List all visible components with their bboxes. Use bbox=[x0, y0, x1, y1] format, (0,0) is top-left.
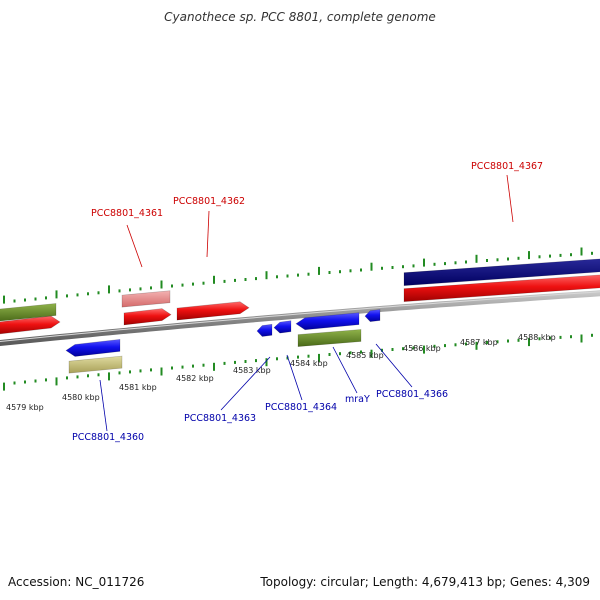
gene-pcc8801-4362 bbox=[176, 301, 250, 321]
gene-pcc8801-4366 bbox=[364, 309, 381, 322]
kbp-tick-label: 4586 kbp bbox=[403, 344, 441, 353]
kbp-tick-label: 4585 kbp bbox=[346, 351, 384, 360]
gene-label-g4363: PCC8801_4363 bbox=[184, 413, 256, 424]
gene-pcc8801-4361-rna bbox=[121, 290, 171, 308]
gene-pcc8801-4361 bbox=[123, 308, 172, 326]
gene-pcc8801-4367-navy bbox=[403, 258, 600, 286]
kbp-tick-label: 4581 kbp bbox=[119, 383, 157, 392]
backbone-highlight bbox=[0, 291, 600, 343]
lower-tick-row bbox=[3, 333, 593, 391]
gene-label-g4364: PCC8801_4364 bbox=[265, 402, 337, 413]
kbp-tick-label: 4579 kbp bbox=[6, 403, 44, 412]
gene-labels: 4579 kbp 4580 kbp 4581 kbp 4582 kbp 4583 kbp… bbox=[6, 161, 556, 443]
gene-label-leader bbox=[220, 356, 271, 411]
gene-label-g4361: PCC8801_4361 bbox=[91, 208, 163, 219]
kbp-tick-label: 4588 kbp bbox=[518, 333, 556, 342]
kbp-tick-label: 4582 kbp bbox=[176, 374, 214, 383]
genome-backbone bbox=[0, 290, 600, 347]
gene-label-leader bbox=[99, 379, 108, 432]
gene-label-leader bbox=[286, 354, 303, 401]
gene-label-g4366: PCC8801_4366 bbox=[376, 389, 448, 400]
gene-left-forward bbox=[0, 315, 61, 335]
gene-label-leader bbox=[332, 346, 358, 394]
topology-text: Topology: circular; Length: 4,679,413 bp… bbox=[260, 575, 590, 589]
gene-left-olive bbox=[0, 303, 57, 322]
kbp-tick-label: 4584 kbp bbox=[290, 359, 328, 368]
map-title: Cyanothece sp. PCC 8801, complete genome bbox=[164, 10, 436, 24]
gene-pcc8801-4360 bbox=[65, 338, 121, 357]
accession-text: Accession: NC_011726 bbox=[8, 575, 145, 589]
gene-label-g4367: PCC8801_4367 bbox=[471, 161, 543, 172]
gene-label-leader bbox=[506, 174, 514, 223]
upper-tick-row bbox=[3, 247, 593, 304]
gene-pcc8801-4363 bbox=[256, 323, 273, 337]
gene-label-leader bbox=[206, 210, 210, 258]
gene-pcc8801-4364 bbox=[273, 320, 292, 334]
gene-mray bbox=[295, 312, 360, 331]
gene-label-mray: mraY bbox=[345, 394, 370, 405]
kbp-tick-label: 4583 kbp bbox=[233, 366, 271, 375]
gene-label-g4362: PCC8801_4362 bbox=[173, 196, 245, 207]
kbp-tick-label: 4580 kbp bbox=[62, 393, 100, 402]
kbp-tick-label: 4587 kbp bbox=[460, 338, 498, 347]
gene-pcc8801-4367 bbox=[403, 274, 600, 302]
gene-label-g4360: PCC8801_4360 bbox=[72, 432, 144, 443]
gene-label-leader bbox=[375, 343, 413, 388]
genome-tracks bbox=[0, 247, 600, 391]
gene-label-leader bbox=[126, 224, 143, 268]
gene-pcc8801-4360-khaki bbox=[68, 355, 123, 374]
gene-mray-olive bbox=[297, 329, 362, 347]
